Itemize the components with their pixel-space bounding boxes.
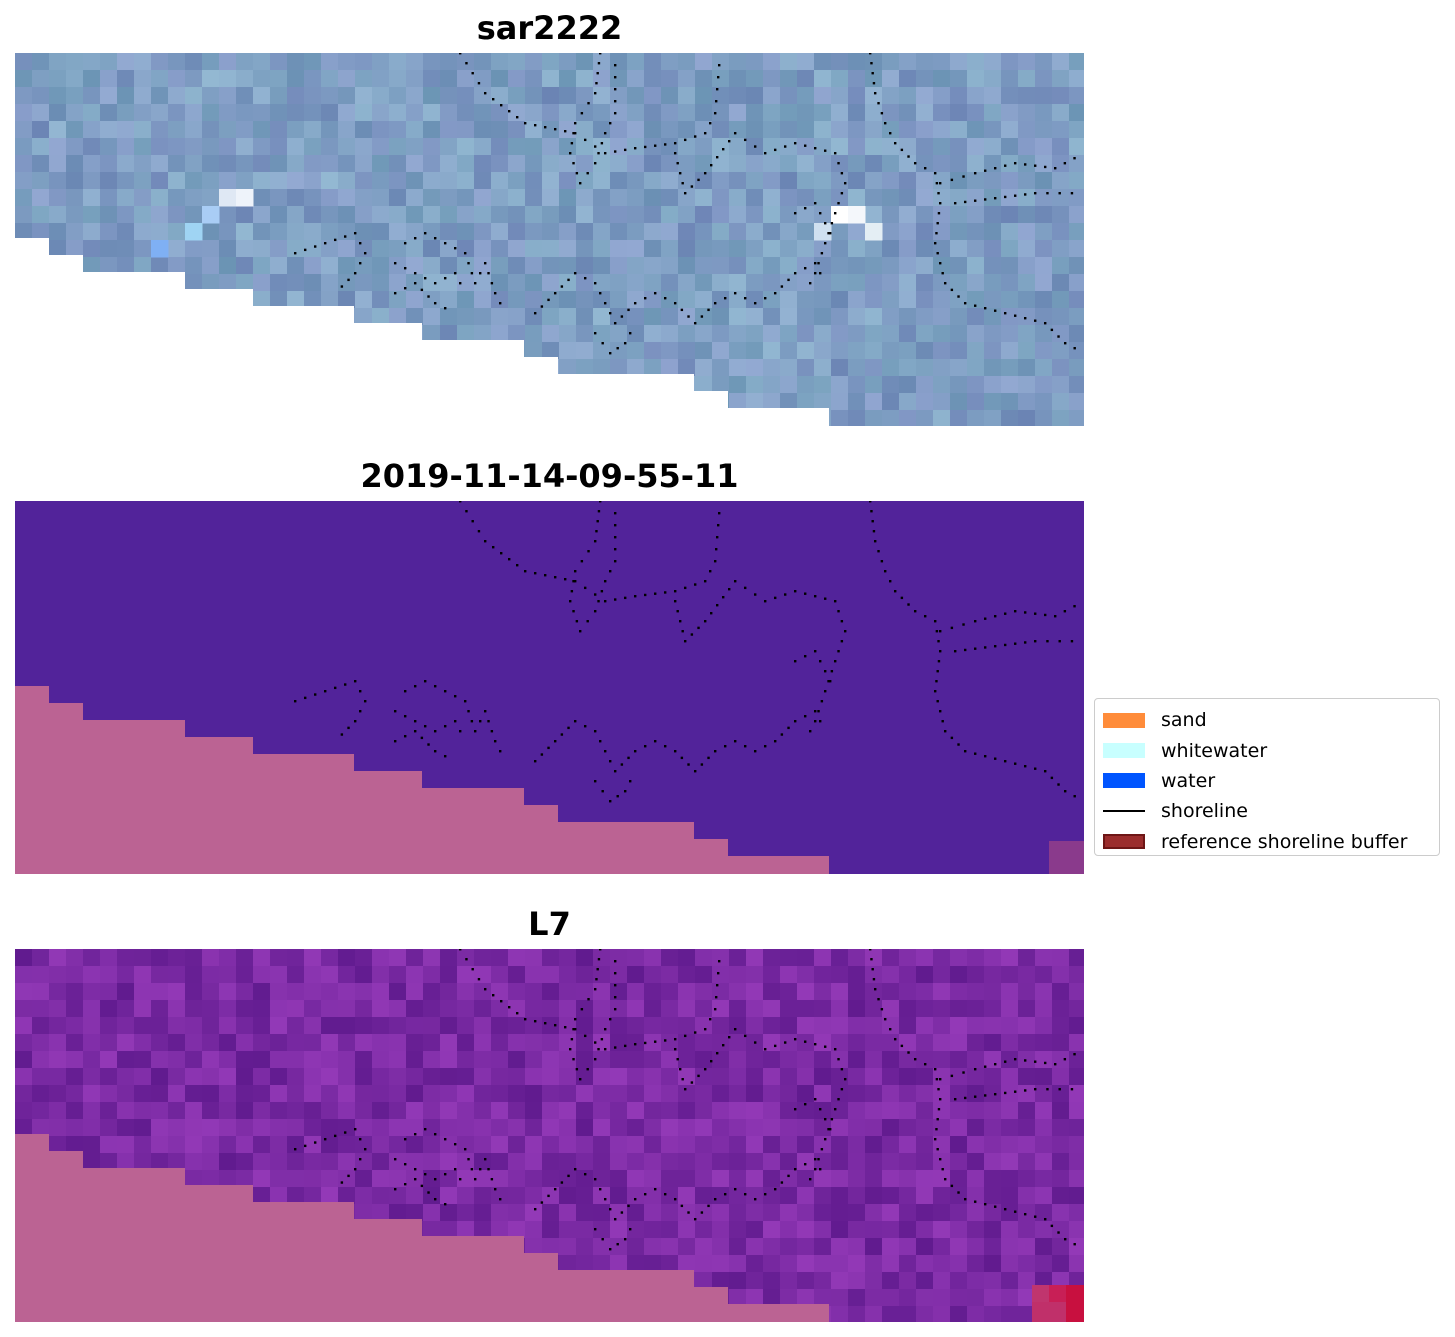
panel-title-sar: sar2222 bbox=[476, 9, 623, 47]
shoreline-trace bbox=[939, 157, 1076, 185]
sand-swatch-icon bbox=[1103, 712, 1145, 728]
panel-title-l7: L7 bbox=[528, 905, 571, 943]
shoreline-trace bbox=[674, 1028, 847, 1181]
shoreline-trace bbox=[404, 680, 502, 753]
shoreline-trace bbox=[534, 710, 822, 773]
shoreline-trace bbox=[794, 650, 832, 683]
shoreline-line-icon bbox=[1103, 810, 1145, 813]
shoreline-trace bbox=[569, 53, 617, 185]
shoreline-trace bbox=[459, 949, 721, 1051]
legend-label: whitewater bbox=[1161, 739, 1268, 762]
legend-item-reference-buffer: reference shoreline buffer bbox=[1103, 827, 1431, 857]
shoreline-trace bbox=[294, 680, 367, 736]
shoreline-trace bbox=[954, 192, 1074, 205]
whitewater-swatch-icon bbox=[1103, 743, 1145, 759]
reference-buffer-swatch-icon bbox=[1103, 834, 1145, 850]
shoreline-trace bbox=[794, 1098, 832, 1131]
shoreline-trace bbox=[404, 1128, 502, 1201]
legend-label: water bbox=[1161, 769, 1216, 792]
classified-image bbox=[15, 501, 1084, 874]
shoreline-trace bbox=[394, 262, 462, 285]
legend-label: reference shoreline buffer bbox=[1161, 830, 1408, 853]
shoreline-trace bbox=[404, 232, 502, 305]
legend: sand whitewater water shoreline referenc… bbox=[1094, 698, 1440, 856]
legend-label: sand bbox=[1161, 709, 1207, 732]
l7-image bbox=[15, 949, 1084, 1322]
shoreline-trace bbox=[869, 53, 1076, 350]
shoreline-trace bbox=[459, 501, 721, 603]
legend-item-shoreline: shoreline bbox=[1103, 796, 1431, 826]
shoreline-trace bbox=[674, 580, 847, 733]
shoreline-trace bbox=[394, 1178, 447, 1206]
shoreline-trace bbox=[594, 780, 632, 803]
shoreline-trace bbox=[939, 605, 1076, 633]
legend-label: shoreline bbox=[1161, 800, 1248, 823]
shoreline-trace bbox=[394, 1158, 462, 1181]
legend-item-sand: sand bbox=[1103, 705, 1431, 735]
shoreline-trace bbox=[569, 949, 617, 1081]
shoreline-trace bbox=[294, 1128, 367, 1184]
panel-title-date: 2019-11-14-09-55-11 bbox=[360, 457, 739, 495]
shoreline-trace bbox=[459, 53, 721, 155]
shoreline-trace bbox=[869, 501, 1076, 798]
shoreline-trace bbox=[394, 282, 447, 310]
shoreline-trace bbox=[954, 640, 1074, 653]
shoreline-trace bbox=[569, 501, 617, 633]
shoreline-trace bbox=[534, 1158, 822, 1221]
shoreline-trace bbox=[294, 232, 367, 288]
shoreline-trace bbox=[869, 949, 1076, 1246]
shoreline-trace bbox=[674, 132, 847, 285]
shoreline-trace bbox=[594, 1228, 632, 1251]
sar-image bbox=[15, 53, 1084, 426]
legend-item-whitewater: whitewater bbox=[1103, 735, 1431, 765]
shoreline-trace bbox=[939, 1053, 1076, 1081]
shoreline-trace bbox=[534, 262, 822, 325]
shoreline-trace bbox=[794, 202, 832, 235]
shoreline-trace bbox=[594, 332, 632, 355]
shoreline-trace bbox=[394, 730, 447, 758]
shoreline-trace bbox=[954, 1088, 1074, 1101]
shoreline-trace bbox=[394, 710, 462, 733]
legend-item-water: water bbox=[1103, 766, 1431, 796]
water-swatch-icon bbox=[1103, 773, 1145, 789]
